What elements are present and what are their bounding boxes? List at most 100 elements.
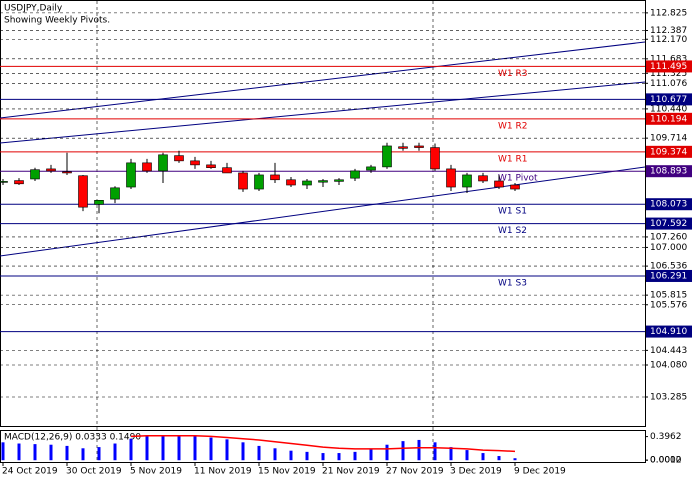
y-tick-label: 104.080 [650, 360, 687, 370]
x-tick-label: 11 Nov 2019 [194, 467, 252, 477]
candle-body [110, 187, 120, 200]
macd-bar [353, 451, 357, 461]
candle-body [270, 174, 280, 181]
candle-body [0, 181, 8, 183]
candle-body [494, 180, 504, 188]
level-label: 111.495 [650, 62, 687, 72]
level-label: 110.194 [650, 114, 687, 124]
macd-bar [305, 451, 309, 461]
y-tick-label: 0.3962 [650, 432, 682, 442]
level-box [646, 145, 692, 158]
candle-body [398, 146, 408, 149]
x-tick-label: 5 Nov 2019 [130, 467, 182, 477]
candle-body [78, 175, 88, 208]
level-name: W1 R3 [498, 69, 527, 79]
candle-body [334, 179, 344, 182]
y-tick-label: 103.285 [650, 393, 687, 403]
y-tick-label: 107.000 [650, 243, 687, 253]
x-tick-label: 3 Dec 2019 [450, 467, 502, 477]
y-tick-label: 111.683 [650, 54, 687, 64]
macd-bar [113, 443, 117, 461]
candle-body [206, 164, 216, 168]
level-label: 109.374 [650, 147, 687, 157]
y-tick-label: 0.0012 [650, 456, 682, 466]
macd-title: MACD(12,26,9) 0.0333 0.1490 [4, 433, 141, 443]
macd-bar [273, 448, 277, 461]
x-tick-label: 30 Oct 2019 [66, 467, 122, 477]
macd-bar [17, 443, 21, 461]
level-label: 108.893 [650, 167, 687, 177]
candle-body [174, 155, 184, 162]
candle-body [286, 179, 296, 186]
y-tick-label: 106.536 [650, 262, 687, 272]
candle-body [62, 171, 72, 174]
level-name: W1 Pivot [498, 174, 538, 184]
macd-bar [257, 445, 261, 461]
y-tick-label: 0.0000 [650, 456, 682, 466]
macd-bar [225, 439, 229, 461]
macd-bar [49, 444, 53, 461]
y-tick-label: 112.825 [650, 8, 687, 18]
trend-line [0, 166, 646, 257]
level-box [646, 269, 692, 282]
y-tick-label: 112.170 [650, 35, 687, 45]
macd-bar [1, 442, 5, 461]
level-box [646, 325, 692, 338]
y-tick-label: 111.325 [650, 69, 687, 79]
macd-bar [481, 453, 485, 461]
candle-body [462, 174, 472, 188]
candle-body [46, 168, 56, 172]
macd-bar [433, 442, 437, 461]
macd-bar [449, 447, 453, 461]
level-box [646, 60, 692, 73]
macd-bar [289, 450, 293, 461]
level-label: 104.910 [650, 327, 687, 337]
candle-body [238, 172, 248, 190]
y-tick-label: 111.076 [650, 79, 687, 89]
level-label: 106.291 [650, 271, 687, 281]
level-box [646, 93, 692, 106]
y-tick-label: 109.714 [650, 134, 687, 144]
y-tick-label: 112.387 [650, 26, 687, 36]
y-tick-label: 104.443 [650, 346, 687, 356]
macd-bar [417, 439, 421, 461]
y-tick-label: 105.815 [650, 291, 687, 301]
level-name: W1 R1 [498, 154, 527, 164]
macd-bar [145, 436, 149, 461]
candle-body [430, 147, 440, 170]
candle-body [190, 160, 200, 166]
candle-body [350, 170, 360, 179]
macd-bar [81, 448, 85, 461]
level-box [646, 165, 692, 178]
macd-bar [241, 442, 245, 461]
chart-subtitle: Showing Weekly Pivots. [4, 16, 110, 26]
level-name: W1 S2 [498, 226, 527, 236]
trend-line [0, 81, 646, 144]
trend-line [0, 41, 646, 119]
level-name: W1 R2 [498, 121, 527, 131]
macd-bar [497, 456, 501, 461]
y-tick-label: 105.576 [650, 300, 687, 310]
candle-body [126, 162, 136, 188]
candle-body [318, 180, 328, 183]
y-tick-label: 107.260 [650, 232, 687, 242]
candle-body [94, 200, 104, 205]
candle-body [222, 167, 232, 174]
candle-body [414, 145, 424, 148]
macd-bar [161, 435, 165, 461]
candle-body [142, 162, 152, 172]
macd-bar [129, 438, 133, 461]
macd-bar [177, 435, 181, 461]
level-name: W1 S3 [498, 278, 527, 288]
macd-bar [193, 435, 197, 461]
macd-bar [321, 453, 325, 461]
macd-bar [465, 450, 469, 461]
x-tick-label: 21 Nov 2019 [322, 467, 380, 477]
candle-body [382, 145, 392, 168]
candle-body [254, 174, 264, 190]
macd-bar [97, 447, 101, 461]
candle-body [158, 154, 168, 172]
level-label: 107.592 [650, 219, 687, 229]
main-frame [0, 0, 646, 427]
